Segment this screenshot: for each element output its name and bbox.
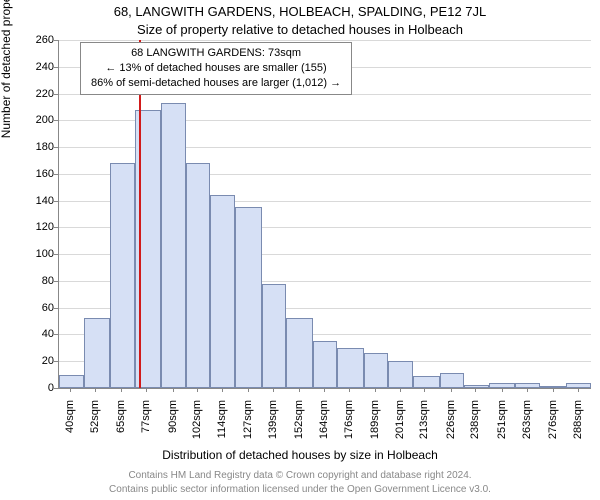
x-tick-label: 152sqm (293, 400, 305, 450)
footer-licence: Contains public sector information licen… (0, 484, 600, 495)
x-tick-mark (299, 388, 300, 392)
y-tick-mark (54, 120, 58, 121)
x-tick-label: 77sqm (140, 400, 152, 450)
info-box: 68 LANGWITH GARDENS: 73sqm ← 13% of deta… (80, 42, 352, 95)
x-tick-label: 201sqm (394, 400, 406, 450)
x-tick-label: 52sqm (89, 400, 101, 450)
info-line-2: ← 13% of detached houses are smaller (15… (91, 61, 341, 76)
x-tick-mark (424, 388, 425, 392)
y-tick-mark (54, 388, 58, 389)
y-tick-label: 260 (14, 34, 54, 46)
y-tick-mark (54, 334, 58, 335)
x-tick-mark (146, 388, 147, 392)
histogram-bar (262, 284, 287, 388)
y-tick-label: 160 (14, 168, 54, 180)
y-axis-label: Number of detached properties (0, 0, 13, 138)
y-tick-mark (54, 281, 58, 282)
y-tick-label: 100 (14, 248, 54, 260)
histogram-bar (84, 318, 111, 388)
x-tick-label: 238sqm (469, 400, 481, 450)
chart-title-subtitle: Size of property relative to detached ho… (0, 22, 600, 37)
x-tick-label: 263sqm (521, 400, 533, 450)
x-tick-label: 40sqm (64, 400, 76, 450)
x-tick-label: 65sqm (115, 400, 127, 450)
x-tick-mark (578, 388, 579, 392)
y-tick-label: 0 (14, 382, 54, 394)
y-tick-label: 140 (14, 195, 54, 207)
y-tick-mark (54, 308, 58, 309)
footer-copyright: Contains HM Land Registry data © Crown c… (0, 470, 600, 481)
histogram-bar (388, 361, 413, 388)
histogram-bar (413, 376, 440, 388)
histogram-bar (186, 163, 211, 388)
y-tick-label: 20 (14, 355, 54, 367)
x-tick-mark (273, 388, 274, 392)
histogram-bar (161, 103, 186, 388)
x-tick-label: 90sqm (167, 400, 179, 450)
x-tick-label: 139sqm (267, 400, 279, 450)
y-tick-mark (54, 147, 58, 148)
y-tick-mark (54, 67, 58, 68)
y-tick-label: 240 (14, 61, 54, 73)
x-tick-label: 226sqm (445, 400, 457, 450)
x-tick-mark (400, 388, 401, 392)
x-tick-mark (222, 388, 223, 392)
y-tick-label: 80 (14, 275, 54, 287)
x-tick-mark (173, 388, 174, 392)
y-tick-mark (54, 227, 58, 228)
x-tick-mark (527, 388, 528, 392)
x-tick-label: 288sqm (572, 400, 584, 450)
y-tick-mark (54, 40, 58, 41)
chart-title-address: 68, LANGWITH GARDENS, HOLBEACH, SPALDING… (0, 4, 600, 19)
x-tick-mark (70, 388, 71, 392)
y-tick-mark (54, 201, 58, 202)
y-tick-label: 40 (14, 328, 54, 340)
histogram-bar (286, 318, 313, 388)
histogram-bar (235, 207, 262, 388)
x-tick-label: 164sqm (318, 400, 330, 450)
y-tick-mark (54, 361, 58, 362)
x-axis-label: Distribution of detached houses by size … (0, 448, 600, 462)
histogram-bar (110, 163, 135, 388)
histogram-bar (337, 348, 364, 388)
x-tick-mark (475, 388, 476, 392)
x-tick-label: 213sqm (418, 400, 430, 450)
info-line-3: 86% of semi-detached houses are larger (… (91, 76, 341, 91)
info-line-1: 68 LANGWITH GARDENS: 73sqm (91, 46, 341, 61)
histogram-bar (59, 375, 84, 388)
x-tick-label: 114sqm (216, 400, 228, 450)
x-tick-mark (349, 388, 350, 392)
x-tick-label: 176sqm (343, 400, 355, 450)
histogram-bar (364, 353, 389, 388)
y-tick-label: 220 (14, 88, 54, 100)
x-tick-mark (197, 388, 198, 392)
y-tick-label: 120 (14, 221, 54, 233)
histogram-bar (440, 373, 465, 388)
y-tick-mark (54, 174, 58, 175)
x-tick-mark (502, 388, 503, 392)
histogram-bar (210, 195, 235, 388)
x-tick-mark (324, 388, 325, 392)
x-tick-label: 127sqm (242, 400, 254, 450)
x-tick-label: 276sqm (547, 400, 559, 450)
histogram-bar (313, 341, 338, 388)
x-tick-label: 251sqm (496, 400, 508, 450)
x-tick-mark (121, 388, 122, 392)
x-tick-mark (248, 388, 249, 392)
x-tick-label: 189sqm (369, 400, 381, 450)
x-tick-mark (375, 388, 376, 392)
x-tick-mark (553, 388, 554, 392)
x-tick-mark (451, 388, 452, 392)
y-tick-mark (54, 254, 58, 255)
chart-container: 68, LANGWITH GARDENS, HOLBEACH, SPALDING… (0, 0, 600, 500)
y-tick-label: 60 (14, 302, 54, 314)
y-tick-label: 180 (14, 141, 54, 153)
y-tick-label: 200 (14, 114, 54, 126)
x-tick-mark (95, 388, 96, 392)
x-tick-label: 102sqm (191, 400, 203, 450)
y-tick-mark (54, 94, 58, 95)
